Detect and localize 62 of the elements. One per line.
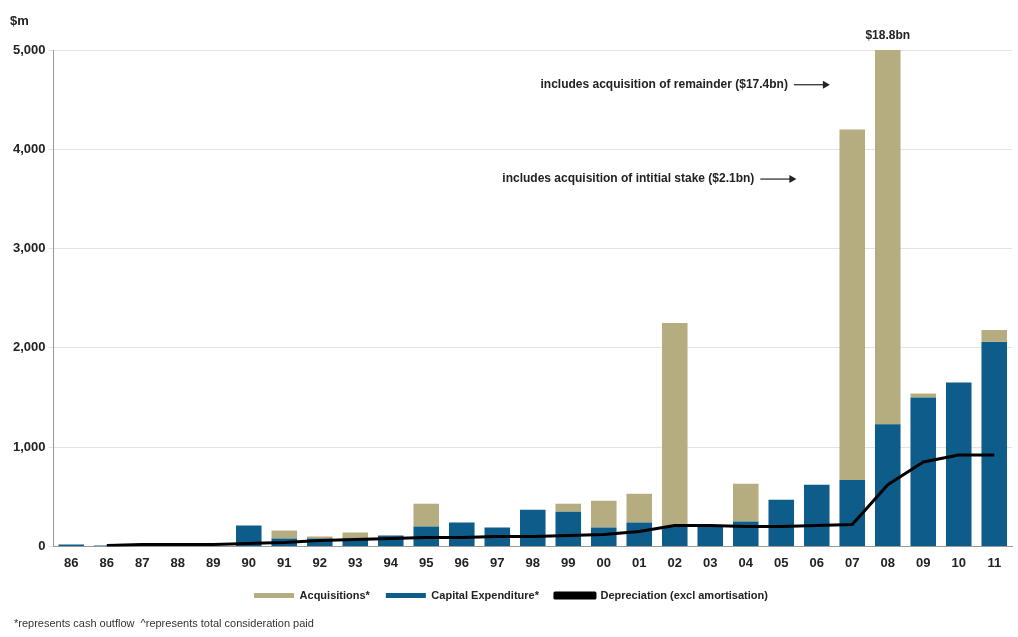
bar <box>839 129 866 480</box>
x-tick-label: 03 <box>703 554 718 570</box>
x-tick-label: 07 <box>845 554 860 570</box>
legend-label: Capital Expenditure* <box>431 588 540 601</box>
x-tick-label: 04 <box>738 554 754 570</box>
annotation: includes acquisition of intitial stake ($2.1bn) <box>502 171 755 186</box>
legend-label: Acquisitions* <box>299 588 371 601</box>
y-tick-label: 2,000 <box>12 339 46 355</box>
x-tick-label: 86 <box>99 554 115 570</box>
x-tick-label: 09 <box>916 554 931 570</box>
x-tick-label: 94 <box>383 554 399 570</box>
x-tick-label: 08 <box>880 554 895 570</box>
y-tick-label: 0 <box>38 537 46 553</box>
bar <box>590 500 617 528</box>
bar <box>732 483 759 522</box>
x-tick-label: 92 <box>312 554 328 570</box>
x-tick-label: 90 <box>241 554 257 570</box>
x-tick-label: 05 <box>774 554 789 570</box>
annotation: includes acquisition of remainder ($17.4bn) <box>540 77 788 92</box>
x-tick-label: 96 <box>454 554 469 570</box>
x-tick-label: 88 <box>170 554 186 570</box>
x-tick-label: 87 <box>135 554 150 570</box>
bar <box>945 382 972 546</box>
x-tick-label: 91 <box>277 554 292 570</box>
annotation: $18.8bn <box>865 28 911 43</box>
y-tick-label: 5,000 <box>12 41 46 57</box>
y-axis-title: $m <box>10 13 29 29</box>
x-tick-label: 11 <box>987 554 1002 570</box>
bar <box>768 499 795 546</box>
bar <box>803 484 830 546</box>
bar <box>626 493 653 523</box>
bar <box>555 511 582 546</box>
x-tick-label: 89 <box>206 554 221 570</box>
y-tick-label: 4,000 <box>12 140 46 156</box>
x-tick-label: 97 <box>490 554 505 570</box>
x-tick-label: 00 <box>596 554 611 570</box>
x-tick-label: 95 <box>419 554 434 570</box>
x-tick-label: 02 <box>667 554 682 570</box>
bar <box>981 341 1008 546</box>
bar <box>661 526 688 546</box>
bar <box>874 50 901 425</box>
x-tick-label: 01 <box>632 554 647 570</box>
x-tick-label: 06 <box>809 554 824 570</box>
x-tick-label: 86 <box>64 554 79 570</box>
bar <box>271 530 298 539</box>
bar <box>910 397 937 546</box>
bar <box>697 526 724 546</box>
x-tick-label: 93 <box>348 554 363 570</box>
bar <box>874 424 901 546</box>
bar <box>981 329 1008 342</box>
x-tick-label: 99 <box>561 554 576 570</box>
x-tick-label: 10 <box>951 554 966 570</box>
bar <box>519 509 546 546</box>
y-tick-label: 3,000 <box>12 240 46 256</box>
bar <box>661 323 688 527</box>
bar <box>413 503 440 527</box>
legend-label: Depreciation (excl amortisation) <box>600 588 769 601</box>
text: *represents cash outflow ^represents total consideration paid <box>14 616 314 629</box>
bar <box>839 479 866 546</box>
x-tick-label: 98 <box>525 554 540 570</box>
bar <box>555 503 582 512</box>
y-tick-label: 1,000 <box>12 438 46 454</box>
